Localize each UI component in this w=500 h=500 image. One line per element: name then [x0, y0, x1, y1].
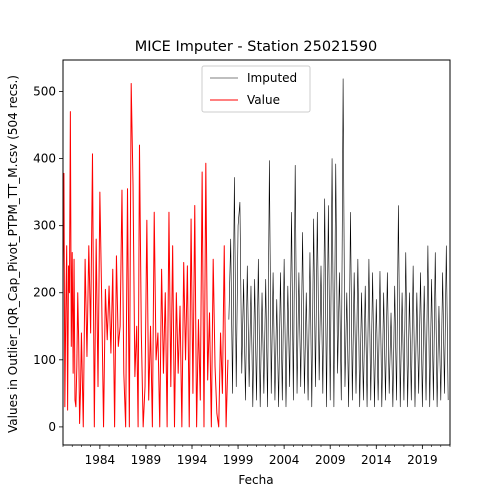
- y-axis: 0 100 200 300 400 500: [33, 85, 63, 434]
- plot-area: [63, 78, 449, 428]
- y-tick-label: 500: [33, 85, 56, 99]
- chart-title: MICE Imputer - Station 25021590: [135, 39, 377, 55]
- x-tick-label: 2019: [407, 453, 438, 467]
- legend-label-value: Value: [247, 93, 280, 107]
- legend: Imputed Value: [201, 65, 311, 113]
- x-tick-label: 1989: [131, 453, 162, 467]
- x-tick-label: 1994: [177, 453, 208, 467]
- x-tick-label: 2009: [315, 453, 346, 467]
- series-line-imputed: [228, 78, 449, 408]
- x-axis: 1984 1989 1994 1999 2004 2009 2014 2019: [62, 445, 451, 467]
- y-tick-label: 300: [33, 219, 56, 233]
- x-axis-label: Fecha: [238, 473, 273, 487]
- y-tick-label: 200: [33, 286, 56, 300]
- y-axis-label: Values in Outlier_IQR_Cap_Pivot_PTPM_TT_…: [6, 75, 20, 433]
- x-tick-label: 2004: [269, 453, 300, 467]
- legend-label-imputed: Imputed: [247, 71, 297, 85]
- series-line-value: [63, 82, 229, 428]
- x-tick-label: 1999: [223, 453, 254, 467]
- x-tick-label: 2014: [361, 453, 392, 467]
- x-tick-label: 1984: [85, 453, 116, 467]
- y-tick-label: 400: [33, 152, 56, 166]
- y-tick-label: 0: [48, 420, 56, 434]
- y-tick-label: 100: [33, 353, 56, 367]
